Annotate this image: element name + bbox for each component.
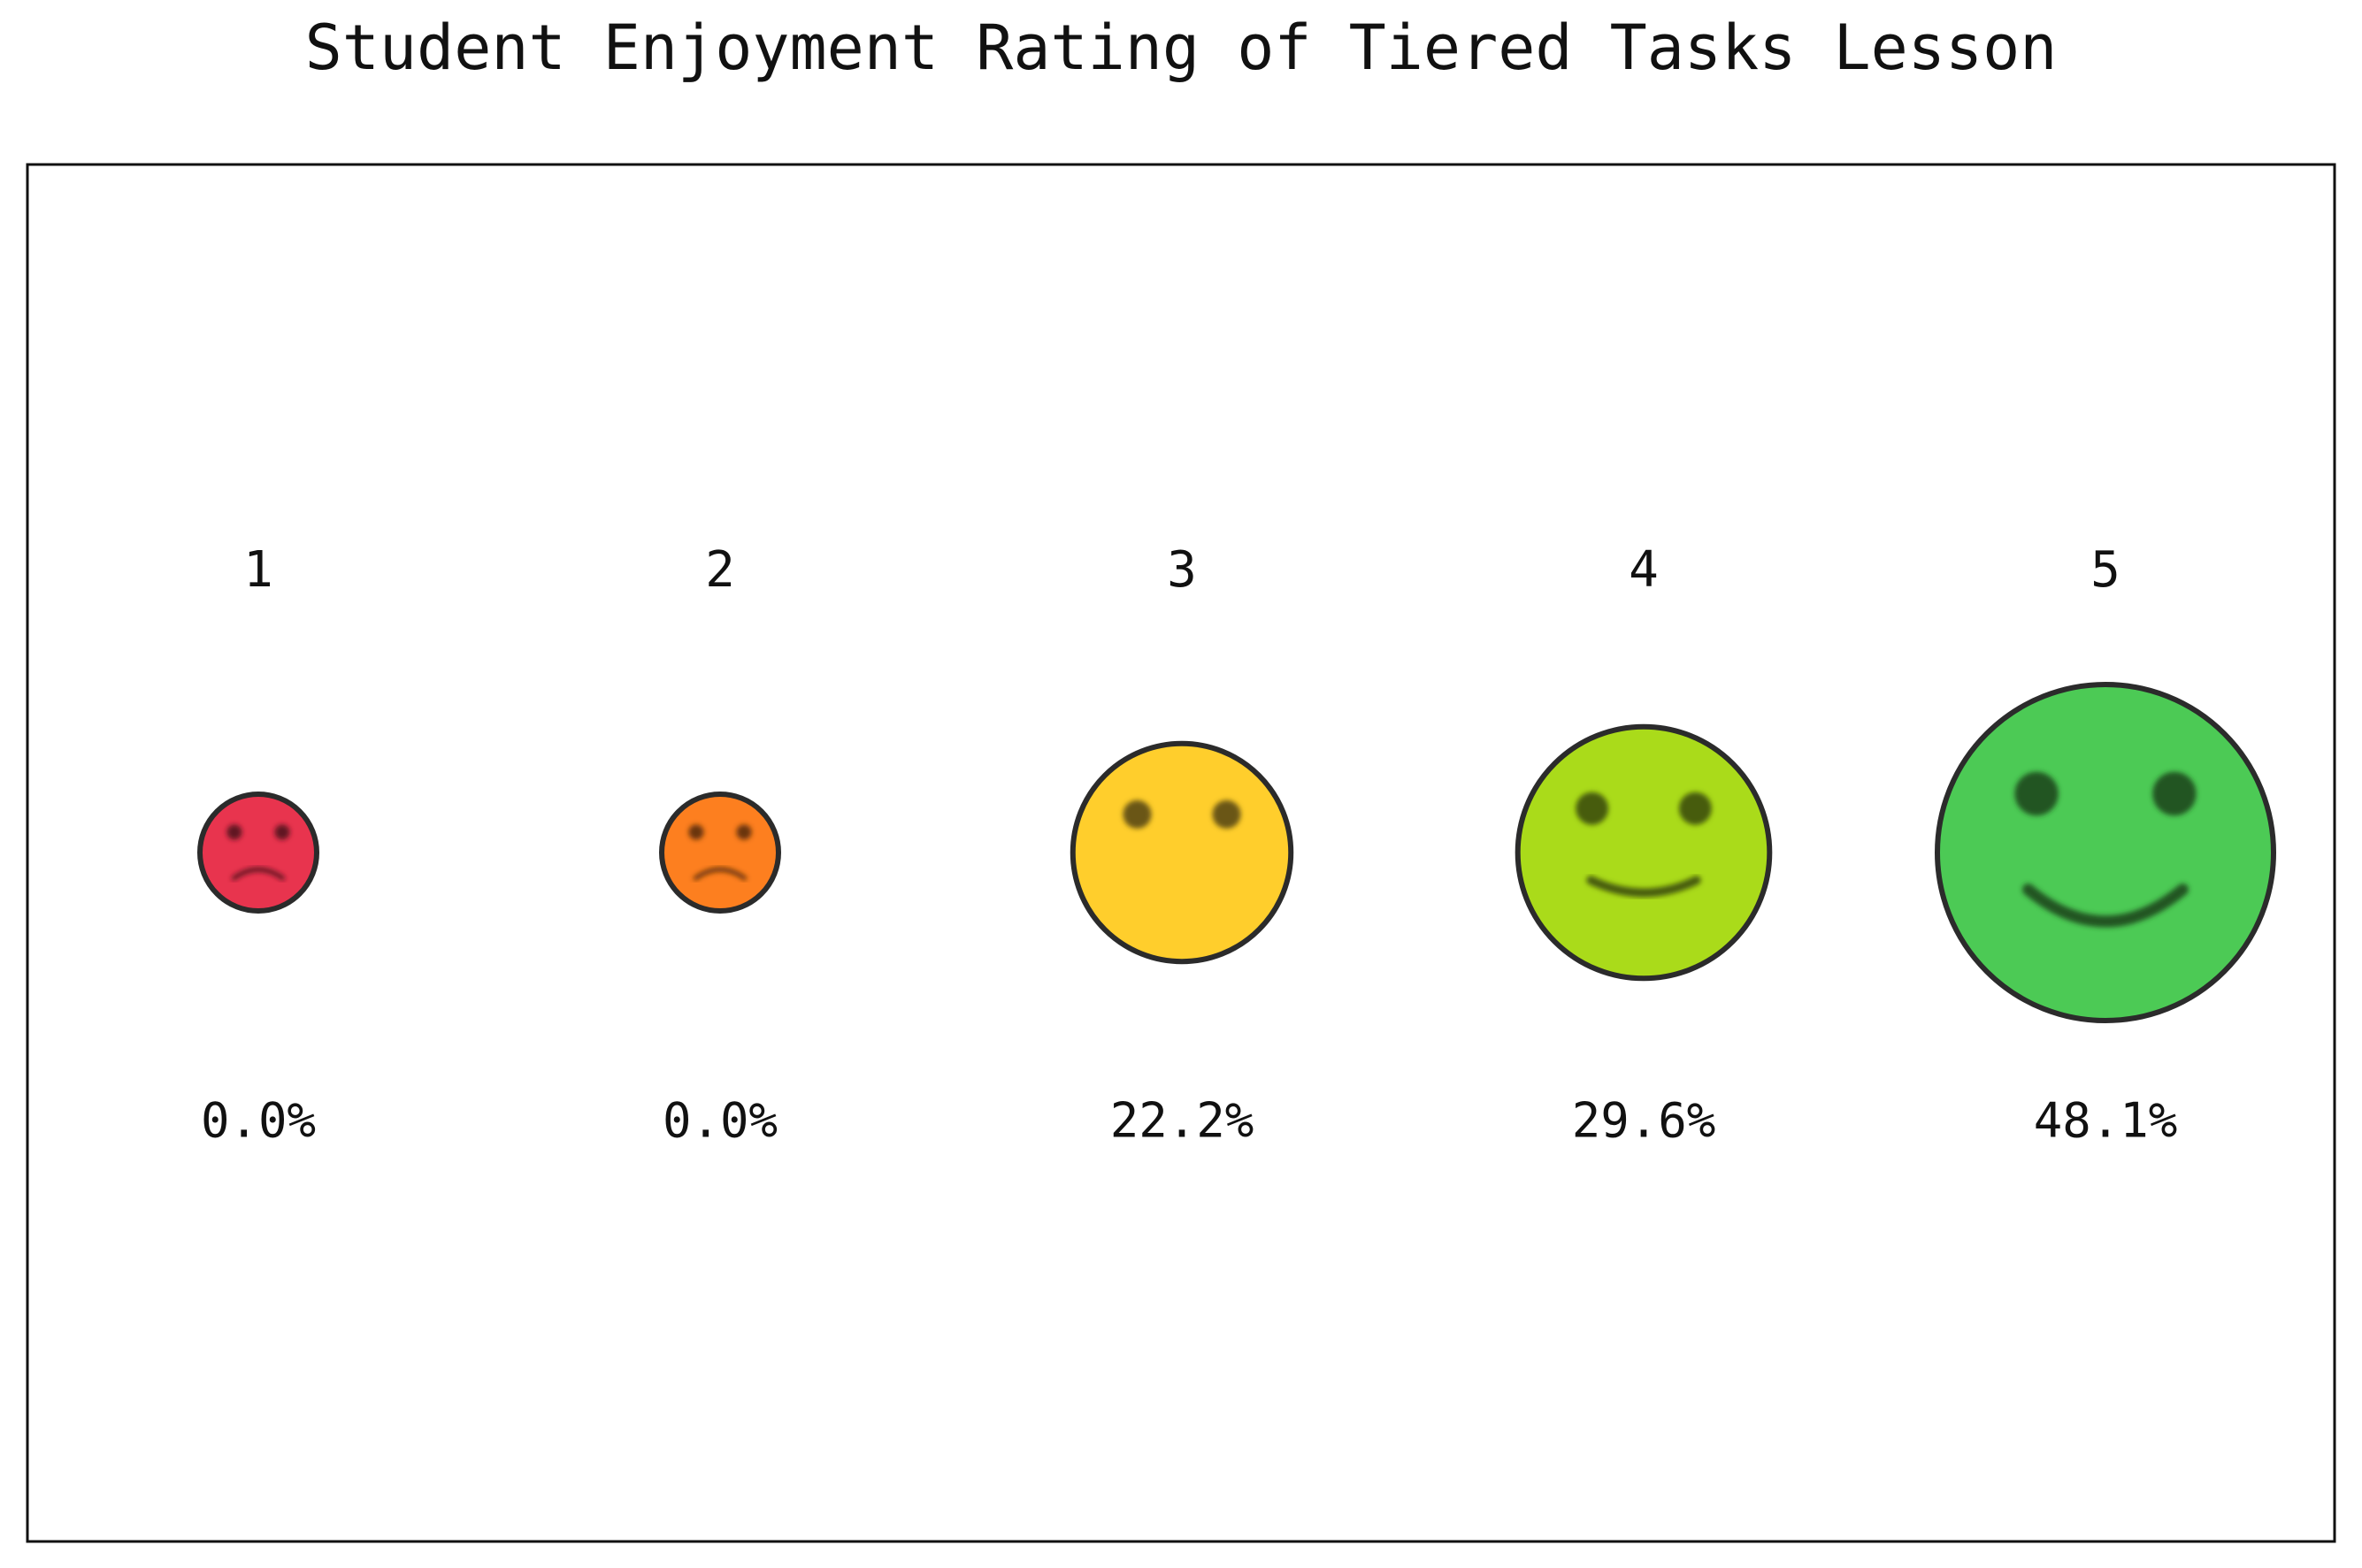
chart-marks: 1 0.0% 2 0.0% 3 22.2% 4 29.6% 5 48.1% bbox=[197, 541, 2276, 1149]
face-circle-2 bbox=[659, 792, 781, 914]
plot-frame bbox=[26, 163, 2336, 1543]
face-mouth bbox=[1586, 876, 1701, 898]
percent-label-2: 0.0% bbox=[663, 1093, 778, 1149]
face-circle-5 bbox=[1935, 682, 2276, 1023]
face-circle-1 bbox=[197, 792, 319, 914]
face-mouth bbox=[693, 867, 748, 881]
face-circle-3 bbox=[1070, 740, 1294, 965]
face-left-eye bbox=[1123, 799, 1152, 829]
face-mouth bbox=[231, 867, 286, 881]
rating-label-4: 4 bbox=[1629, 541, 1659, 599]
percent-label-4: 29.6% bbox=[1572, 1093, 1716, 1149]
percent-label-3: 22.2% bbox=[1110, 1093, 1254, 1149]
face-right-eye bbox=[274, 824, 290, 840]
face-right-eye bbox=[1678, 792, 1712, 825]
rating-label-2: 2 bbox=[705, 541, 735, 599]
face-marker-happy bbox=[1515, 723, 1773, 982]
face-left-eye bbox=[2014, 771, 2059, 816]
chart-title: Student Enjoyment Rating of Tiered Tasks… bbox=[305, 11, 2058, 84]
face-left-eye bbox=[1576, 792, 1609, 825]
face-marker-very-sad bbox=[197, 792, 319, 914]
face-marker-sad bbox=[659, 792, 781, 914]
rating-label-5: 5 bbox=[2090, 541, 2120, 599]
face-right-eye bbox=[2152, 771, 2197, 816]
face-marker-neutral bbox=[1070, 740, 1294, 965]
face-mouth bbox=[2021, 883, 2189, 928]
rating-label-1: 1 bbox=[243, 541, 273, 599]
percent-label-5: 48.1% bbox=[2034, 1093, 2178, 1149]
rating-label-3: 3 bbox=[1167, 541, 1197, 599]
face-right-eye bbox=[736, 824, 752, 840]
face-marker-very-happy bbox=[1935, 682, 2276, 1023]
face-circle-4 bbox=[1515, 723, 1773, 982]
face-right-eye bbox=[1212, 799, 1241, 829]
face-left-eye bbox=[226, 824, 242, 840]
face-left-eye bbox=[688, 824, 704, 840]
percent-label-1: 0.0% bbox=[201, 1093, 316, 1149]
